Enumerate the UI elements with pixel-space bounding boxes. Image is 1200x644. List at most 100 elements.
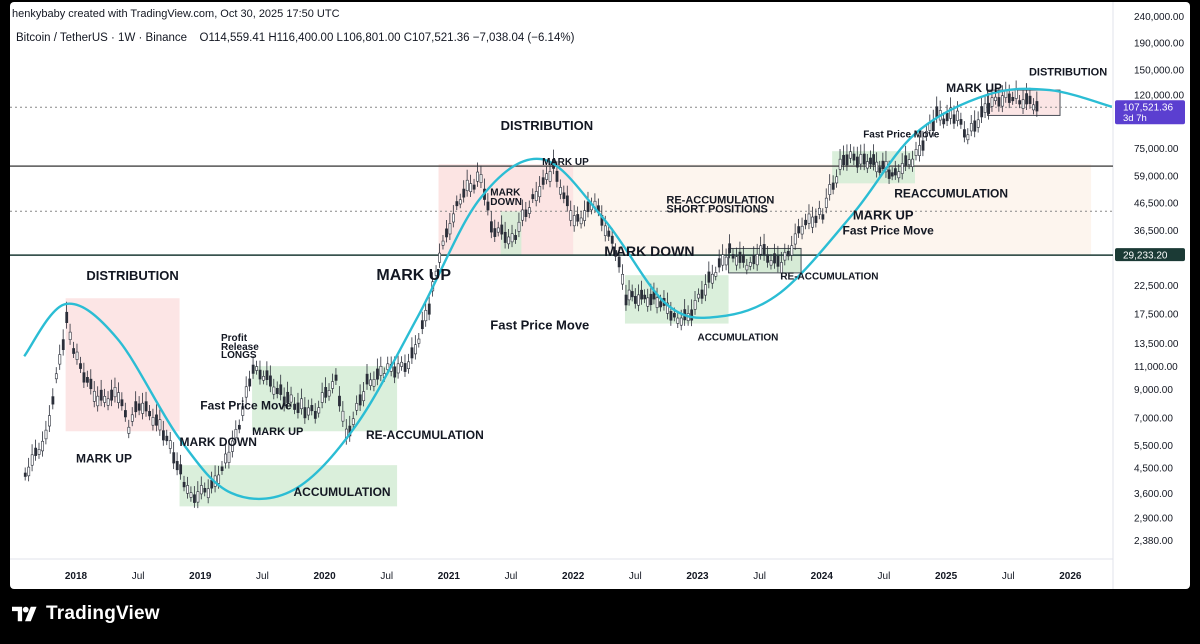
- candle-body: [158, 419, 162, 431]
- candle-body: [448, 223, 452, 235]
- candle-body: [565, 195, 569, 207]
- candle-body: [990, 97, 994, 107]
- annotation-label: MARK UP: [252, 426, 303, 438]
- candle-body: [303, 407, 307, 419]
- candle-body: [610, 235, 614, 244]
- candle-body: [258, 369, 262, 380]
- price-tick-label: 36,500.00: [1134, 226, 1179, 237]
- candle-body: [231, 440, 234, 452]
- candle-body: [199, 485, 203, 495]
- candle-body: [966, 134, 970, 141]
- candle-body: [576, 214, 580, 222]
- candle-body: [403, 363, 407, 372]
- candle-body: [320, 392, 324, 403]
- annotation-label: ACCUMULATION: [697, 332, 778, 343]
- candle-body: [821, 214, 825, 220]
- candle-body: [130, 414, 134, 422]
- candle-body: [797, 226, 801, 234]
- price-tick-label: 4,500.00: [1134, 464, 1173, 475]
- credit-line: henkybaby created with TradingView.com, …: [12, 8, 340, 20]
- candle-body: [103, 396, 107, 403]
- candle-body: [786, 250, 790, 257]
- annotation-label: Fast Price Move: [863, 129, 940, 140]
- candle-body: [627, 289, 631, 301]
- candle-body: [182, 481, 186, 488]
- candle-body: [110, 389, 113, 401]
- candle-body: [818, 207, 821, 215]
- candle-body: [1007, 93, 1011, 103]
- time-tick-label: Jul: [132, 571, 145, 582]
- candle-body: [496, 227, 500, 233]
- candle-body: [1021, 99, 1025, 109]
- time-tick-label: 2024: [811, 571, 834, 582]
- candle-body: [707, 271, 711, 283]
- candle-body: [669, 311, 673, 321]
- candle-body: [75, 351, 79, 360]
- candle-body: [824, 197, 828, 208]
- candle-body: [869, 157, 872, 165]
- candle-body: [441, 240, 445, 246]
- candle-body: [617, 256, 621, 268]
- candle-body: [113, 387, 117, 398]
- price-tag-label: 107,521.36: [1123, 103, 1173, 114]
- annotation-label: LONGS: [221, 350, 257, 361]
- price-tick-label: 59,000.00: [1134, 171, 1179, 182]
- candle-body: [700, 289, 704, 299]
- time-tick-label: Jul: [380, 571, 393, 582]
- candle-body: [148, 410, 151, 417]
- candle-body: [23, 472, 27, 477]
- price-tick-label: 150,000.00: [1134, 65, 1184, 76]
- candle-body: [748, 262, 752, 267]
- candle-body: [479, 174, 483, 183]
- candle-body: [735, 256, 738, 266]
- candle-body: [942, 118, 946, 125]
- time-tick-label: 2023: [686, 571, 709, 582]
- candle-body: [168, 440, 172, 449]
- candle-body: [255, 366, 259, 371]
- candle-body: [220, 466, 224, 472]
- candle-body: [976, 119, 980, 128]
- candle-body: [30, 454, 34, 466]
- time-tick-label: 2020: [313, 571, 336, 582]
- candle-body: [224, 453, 227, 464]
- brand-name: TradingView: [46, 603, 160, 624]
- candle-body: [731, 254, 735, 259]
- candle-body: [427, 303, 431, 315]
- candle-body: [331, 381, 334, 389]
- price-tick-label: 190,000.00: [1134, 39, 1184, 50]
- candle-body: [68, 331, 72, 340]
- candle-body: [835, 176, 839, 184]
- annotation-label: RE-ACCUMULATION: [780, 271, 878, 282]
- candles: [23, 80, 1039, 509]
- symbol-name[interactable]: Bitcoin / TetherUS · 1W · Binance: [16, 32, 188, 44]
- candle-body: [82, 372, 86, 383]
- candle-body: [878, 167, 882, 173]
- time-tick-label: Jul: [629, 571, 642, 582]
- candle-body: [1025, 93, 1028, 105]
- candle-body: [414, 344, 417, 355]
- candle-body: [438, 252, 442, 263]
- candle-body: [640, 289, 644, 300]
- price-tick-label: 3,600.00: [1134, 489, 1173, 500]
- candle-body: [693, 300, 697, 310]
- candle-body: [289, 394, 293, 403]
- annotation-label: REACCUMULATION: [894, 187, 1008, 201]
- candle-body: [34, 447, 38, 456]
- candle-body: [921, 140, 925, 151]
- candle-body: [1014, 89, 1018, 99]
- annotation-label: Fast Price Move: [842, 224, 934, 238]
- candle-body: [193, 494, 196, 503]
- candle-body: [286, 391, 290, 403]
- candle-body: [724, 256, 728, 266]
- time-tick-label: Jul: [505, 571, 518, 582]
- price-tick-label: 75,000.00: [1134, 144, 1179, 155]
- candle-body: [476, 171, 479, 182]
- candle-body: [849, 151, 852, 159]
- candle-body: [783, 251, 787, 261]
- candle-body: [293, 403, 296, 410]
- candle-body: [646, 297, 650, 307]
- candle-body: [486, 201, 490, 211]
- candle-body: [710, 273, 714, 284]
